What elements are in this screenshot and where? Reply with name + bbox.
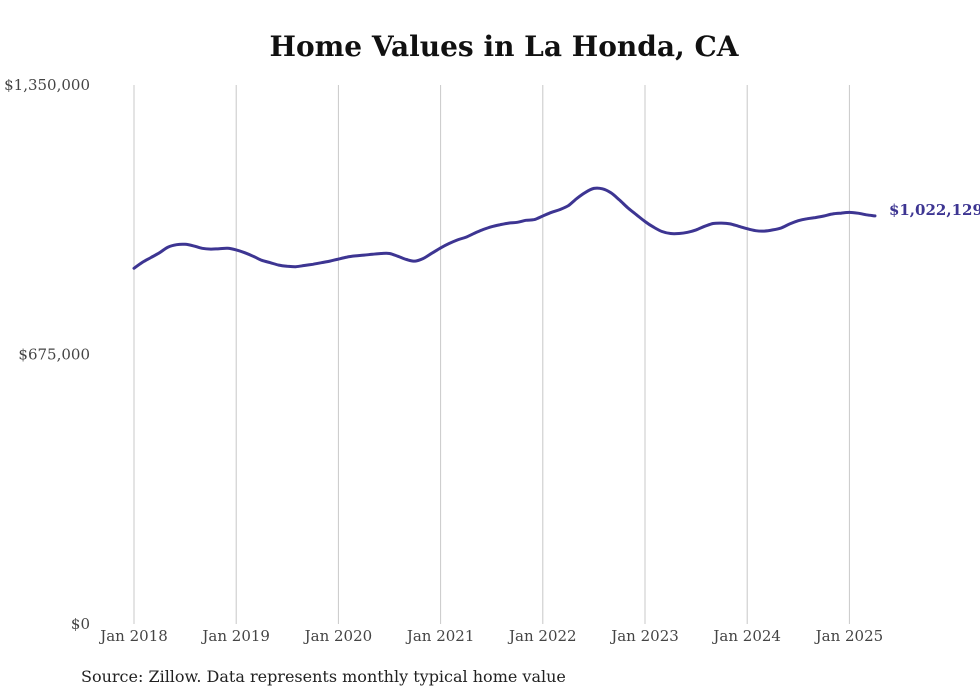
- x-tick-label: Jan 2020: [303, 627, 373, 645]
- y-tick-label: $1,350,000: [4, 76, 90, 94]
- source-note: Source: Zillow. Data represents monthly …: [81, 667, 566, 686]
- x-tick-label: Jan 2025: [814, 627, 884, 645]
- series-layer: $1,022,129: [132, 186, 980, 270]
- x-tick-label: Jan 2022: [507, 627, 577, 645]
- series-line: [132, 186, 877, 270]
- x-tick-label: Jan 2024: [711, 627, 781, 645]
- x-tick-label: Jan 2018: [98, 627, 168, 645]
- chart-title: Home Values in La Honda, CA: [269, 30, 739, 63]
- y-axis-ticks: $0 $675,000 $1,350,000: [4, 76, 90, 633]
- x-tick-label: Jan 2021: [405, 627, 475, 645]
- end-value-label: $1,022,129: [889, 201, 980, 219]
- x-axis-ticks: Jan 2018 Jan 2019 Jan 2020 Jan 2021 Jan 2022…: [98, 627, 883, 645]
- x-tick-label: Jan 2019: [200, 627, 270, 645]
- gridlines: [133, 85, 850, 624]
- y-tick-label: $0: [71, 615, 90, 633]
- x-tick-label: Jan 2023: [609, 627, 679, 645]
- y-tick-label: $675,000: [18, 346, 90, 364]
